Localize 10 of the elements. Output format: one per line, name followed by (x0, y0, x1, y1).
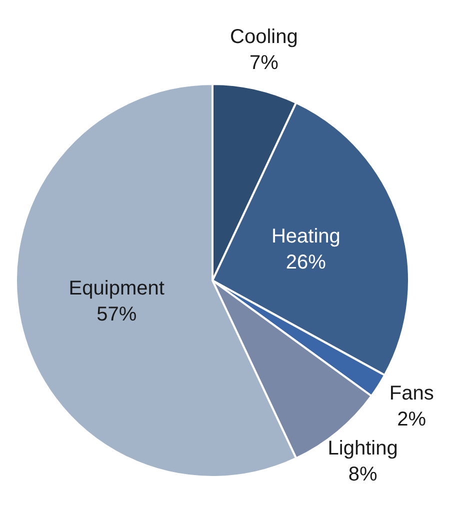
slice-label: Equipment (68, 277, 165, 300)
slice-label: Fans (389, 382, 434, 404)
slice-label: Lighting (328, 438, 398, 460)
data-label: 8% (348, 464, 378, 486)
data-label: 2% (397, 408, 426, 430)
data-label: 7% (249, 52, 279, 74)
data-label: 26% (286, 252, 326, 274)
slice-label: Cooling (230, 26, 298, 48)
data-label: 57% (96, 303, 137, 326)
slice-label: Heating (271, 226, 340, 248)
